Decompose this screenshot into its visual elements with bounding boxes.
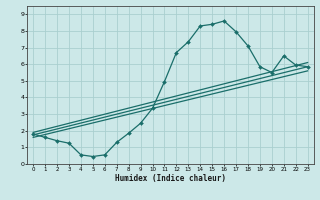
- X-axis label: Humidex (Indice chaleur): Humidex (Indice chaleur): [115, 174, 226, 183]
